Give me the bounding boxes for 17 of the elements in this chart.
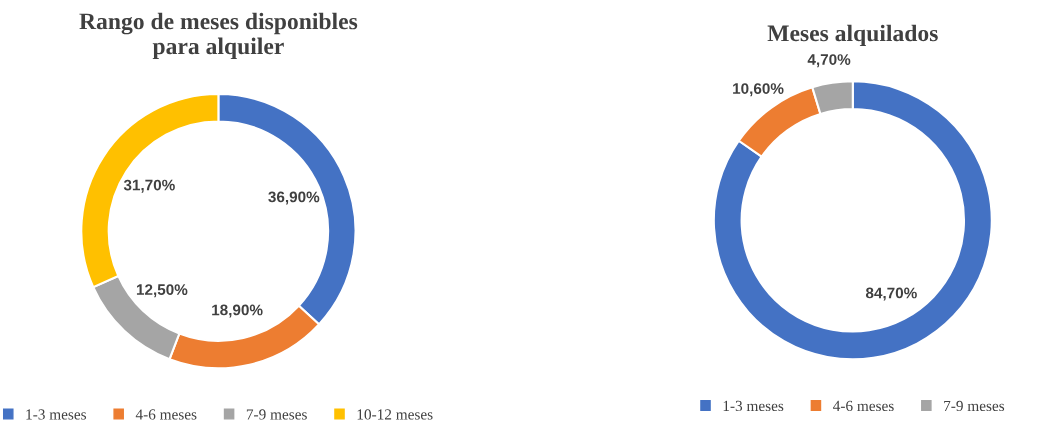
data-label: 10,60% xyxy=(733,83,784,97)
legend-label: 1-3 meses xyxy=(26,409,87,420)
chart-title: Meses alquilados xyxy=(767,24,938,47)
data-label: 31,70% xyxy=(123,179,175,193)
legend-label: 10-12 meses xyxy=(357,409,433,420)
data-label: 36,90% xyxy=(268,191,320,205)
data-label: 4,70% xyxy=(807,54,851,68)
legend-label: 1-3 meses xyxy=(723,400,784,412)
data-label: 84,70% xyxy=(865,287,917,301)
data-label: 12,50% xyxy=(136,284,188,298)
data-label: 18,90% xyxy=(212,304,263,318)
legend-label: 4-6 meses xyxy=(833,400,894,412)
legend-label: 7-9 meses xyxy=(944,400,1005,412)
legend-label: 4-6 meses xyxy=(135,409,197,420)
legend-label: 7-9 meses xyxy=(246,409,307,420)
donut-slice xyxy=(712,80,993,361)
chart-title: Rango de meses disponibles para alquiler xyxy=(79,12,358,60)
